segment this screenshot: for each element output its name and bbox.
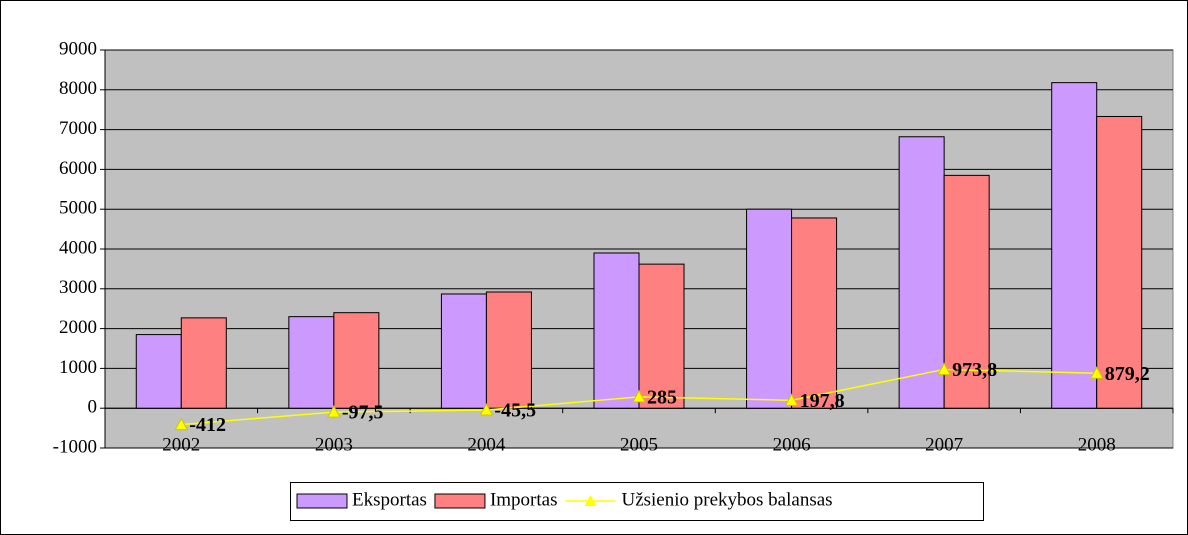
x-tick-label: 2004 bbox=[467, 434, 506, 455]
y-tick-label: 2000 bbox=[59, 317, 97, 338]
marker bbox=[327, 405, 341, 418]
marker bbox=[937, 362, 951, 375]
y-tick-label: 4000 bbox=[59, 237, 97, 258]
bar bbox=[440, 293, 487, 409]
data-label: -97,5 bbox=[342, 402, 384, 424]
y-tick-label: 5000 bbox=[59, 198, 97, 219]
bar bbox=[593, 252, 640, 409]
legend-label: Užsienio prekybos balansas bbox=[621, 489, 832, 510]
y-tick-label: 9000 bbox=[59, 38, 97, 59]
bar bbox=[746, 208, 793, 409]
bar bbox=[180, 317, 227, 409]
bar bbox=[638, 263, 685, 409]
y-tick-label: 3000 bbox=[59, 277, 97, 298]
data-label: 879,2 bbox=[1105, 363, 1150, 385]
x-tick-label: 2005 bbox=[620, 434, 658, 455]
bar bbox=[1096, 115, 1143, 409]
legend-swatch bbox=[434, 493, 486, 509]
legend-label: Eksportas bbox=[352, 489, 427, 510]
marker bbox=[1089, 366, 1104, 379]
data-label: -412 bbox=[189, 414, 226, 436]
marker bbox=[784, 393, 799, 406]
marker bbox=[479, 402, 494, 416]
data-label: -45,5 bbox=[494, 400, 536, 422]
y-tick-label: -1000 bbox=[53, 436, 97, 457]
bar bbox=[898, 136, 945, 409]
data-label: 197,8 bbox=[800, 390, 845, 412]
legend-swatch bbox=[296, 493, 348, 509]
y-tick-label: 6000 bbox=[59, 158, 97, 179]
y-tick-label: 0 bbox=[88, 397, 98, 418]
x-tick-label: 2006 bbox=[773, 434, 811, 455]
bar bbox=[288, 316, 335, 409]
bar bbox=[791, 217, 838, 409]
marker bbox=[174, 417, 189, 431]
bar bbox=[1051, 82, 1098, 409]
bar bbox=[485, 291, 532, 409]
x-tick-label: 2002 bbox=[162, 434, 200, 455]
legend bbox=[290, 482, 984, 521]
bar bbox=[135, 334, 182, 409]
y-tick-label: 7000 bbox=[59, 118, 97, 139]
data-label: 285 bbox=[647, 386, 677, 408]
x-tick-label: 2003 bbox=[315, 434, 353, 455]
marker bbox=[632, 389, 646, 403]
data-label: 973,8 bbox=[952, 359, 997, 381]
bar bbox=[333, 312, 380, 409]
x-tick-label: 2007 bbox=[925, 434, 963, 455]
y-tick-label: 1000 bbox=[59, 357, 97, 378]
legend-marker bbox=[584, 495, 597, 506]
y-tick-label: 8000 bbox=[59, 78, 97, 99]
legend-label: Importas bbox=[490, 489, 558, 510]
x-tick-label: 2008 bbox=[1078, 434, 1116, 455]
